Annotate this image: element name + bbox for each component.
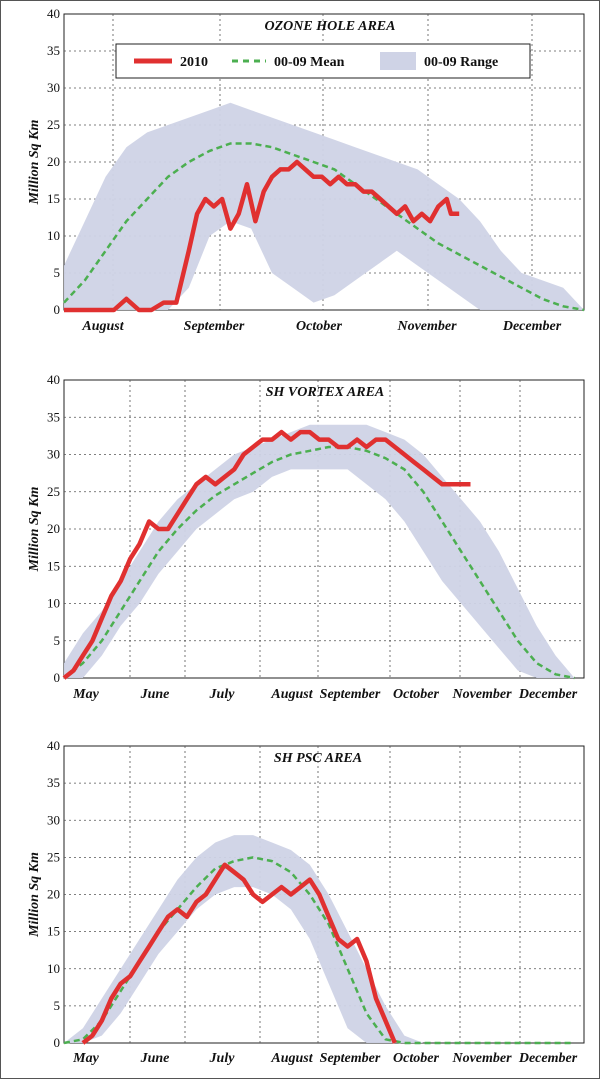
legend-box xyxy=(115,43,531,79)
y-tick-label: 15 xyxy=(47,924,60,939)
y-tick-label: 40 xyxy=(47,6,60,21)
range-band xyxy=(64,424,575,678)
chart-panel-3: 0 5 10 15 20 25 30 35 40 SH PSC AREA Million Sq Km… xyxy=(27,738,585,1066)
series-2010-line xyxy=(62,429,471,680)
y-tick-label: 10 xyxy=(47,228,60,243)
x-month-label: December xyxy=(518,687,578,702)
y-tick-label: 15 xyxy=(47,558,60,573)
y-tick-label: 25 xyxy=(47,117,60,132)
y-tick-label: 30 xyxy=(47,80,60,95)
y-tick-label: 5 xyxy=(54,265,61,280)
chart-title: OZONE HOLE AREA xyxy=(265,19,396,34)
x-month-label: November xyxy=(396,319,457,334)
series-2010-line xyxy=(64,159,460,313)
y-tick-label: 20 xyxy=(47,887,60,902)
y-tick-label: 40 xyxy=(47,738,60,753)
y-tick-label: 30 xyxy=(47,812,60,827)
y-axis-label: Million Sq Km xyxy=(27,119,42,205)
y-tick-label: 40 xyxy=(47,372,60,387)
y-tick-label: 0 xyxy=(54,670,61,685)
range-band xyxy=(64,102,584,310)
y-tick-label: 25 xyxy=(47,849,60,864)
x-month-label: September xyxy=(184,319,245,334)
x-month-label: July xyxy=(209,687,236,702)
y-tick-label: 30 xyxy=(47,447,60,462)
y-tick-label: 5 xyxy=(54,998,61,1013)
y-tick-label: 25 xyxy=(47,484,60,499)
x-month-label: August xyxy=(270,1051,313,1066)
x-month-label: September xyxy=(320,687,381,702)
x-month-label: May xyxy=(72,687,99,702)
y-axis-label: Million Sq Km xyxy=(27,486,42,572)
y-tick-label: 35 xyxy=(47,43,60,58)
y-tick-label: 0 xyxy=(54,302,61,317)
x-month-label: August xyxy=(81,319,124,334)
mean-line xyxy=(63,445,575,680)
x-month-label: October xyxy=(296,319,342,334)
y-axis-label: Million Sq Km xyxy=(27,852,42,938)
chart-title: SH VORTEX AREA xyxy=(266,385,385,400)
legend: 2010 00-09 Mean 00-09 Range xyxy=(115,43,531,79)
chart-panel-2: 0 5 10 15 20 25 30 35 40 SH VORTEX AREA Million Sq… xyxy=(27,372,585,702)
y-tick-label: 35 xyxy=(47,775,60,790)
legend-label-range: 00-09 Range xyxy=(424,55,498,70)
x-month-label: June xyxy=(140,1051,170,1066)
x-month-label: November xyxy=(451,1051,512,1066)
series-2010-line xyxy=(81,862,397,1045)
y-tick-label: 10 xyxy=(47,596,60,611)
y-tick-label: 35 xyxy=(47,409,60,424)
y-tick-label: 0 xyxy=(54,1035,61,1050)
x-month-label: September xyxy=(320,1051,381,1066)
mean-line xyxy=(63,142,585,312)
x-month-label: October xyxy=(393,687,439,702)
x-month-label: July xyxy=(209,1051,236,1066)
y-tick-label: 10 xyxy=(47,961,60,976)
x-month-label: May xyxy=(72,1051,99,1066)
x-month-label: November xyxy=(451,687,512,702)
x-month-label: October xyxy=(393,1051,439,1066)
x-month-label: December xyxy=(518,1051,578,1066)
legend-label-mean: 00-09 Mean xyxy=(274,55,345,70)
y-tick-label: 5 xyxy=(54,633,61,648)
chart-title: SH PSC AREA xyxy=(274,751,362,766)
legend-label-2010: 2010 xyxy=(180,55,208,70)
legend-swatch-range xyxy=(380,52,416,70)
y-tick-label: 15 xyxy=(47,191,60,206)
x-month-label: December xyxy=(502,319,562,334)
y-tick-label: 20 xyxy=(47,154,60,169)
x-month-label: August xyxy=(270,687,313,702)
x-month-label: June xyxy=(140,687,170,702)
range-band xyxy=(64,835,575,1043)
y-tick-label: 20 xyxy=(47,521,60,536)
